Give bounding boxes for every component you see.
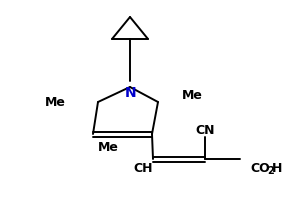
Text: CN: CN bbox=[195, 123, 215, 136]
Text: CO: CO bbox=[250, 162, 270, 175]
Text: Me: Me bbox=[97, 141, 118, 154]
Text: Me: Me bbox=[45, 96, 65, 109]
Text: H: H bbox=[272, 162, 282, 175]
Text: N: N bbox=[125, 86, 137, 100]
Text: Me: Me bbox=[181, 89, 202, 102]
Text: 2: 2 bbox=[267, 165, 274, 175]
Text: CH: CH bbox=[133, 162, 153, 175]
